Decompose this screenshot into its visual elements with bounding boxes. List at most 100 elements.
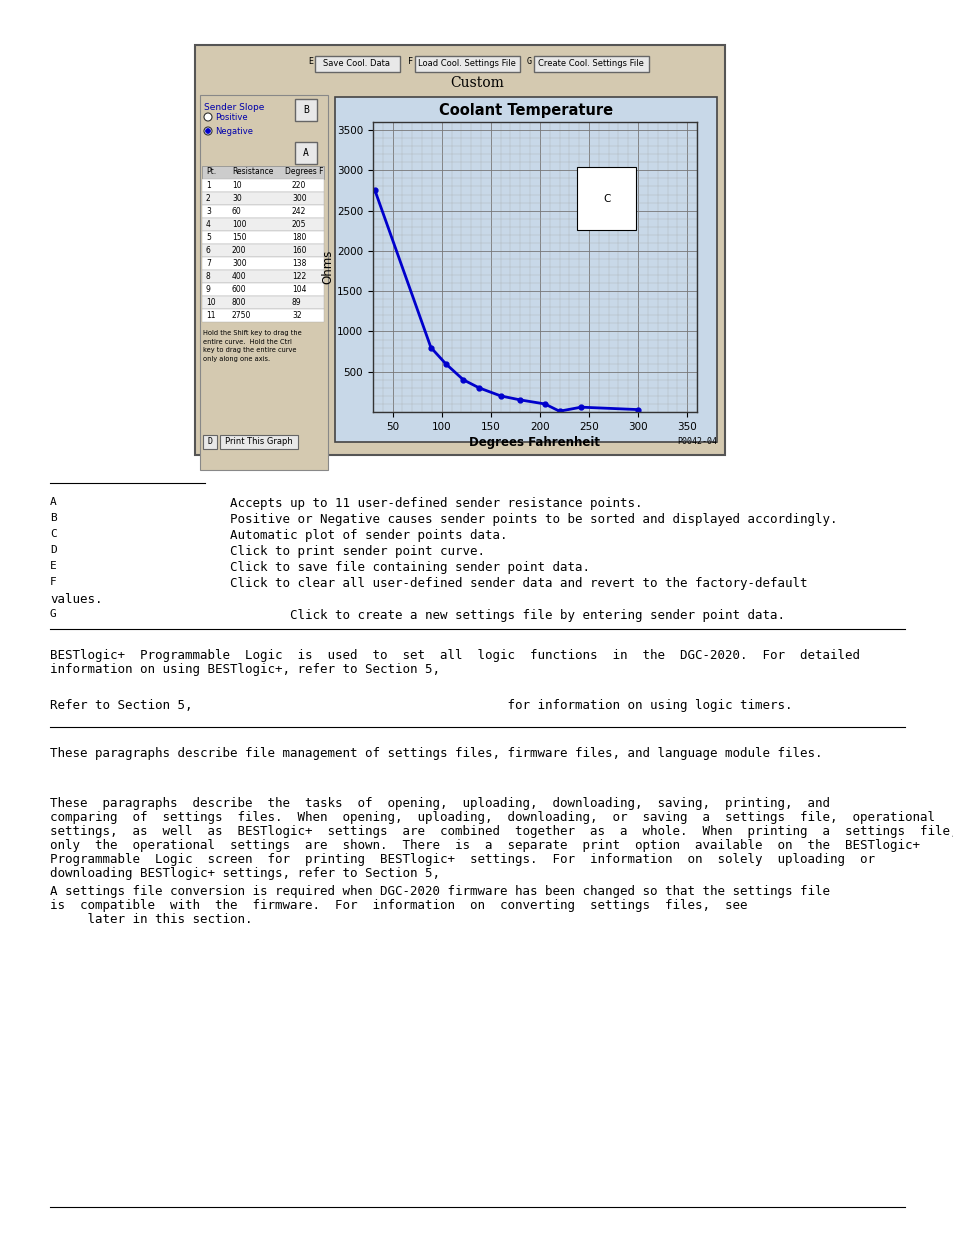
Text: Create Cool. Settings File: Create Cool. Settings File — [537, 59, 643, 68]
Text: 104: 104 — [292, 285, 306, 294]
Text: 300: 300 — [232, 259, 247, 268]
Y-axis label: Ohms: Ohms — [321, 249, 334, 284]
Text: BESTlogic+  Programmable  Logic  is  used  to  set  all  logic  functions  in  t: BESTlogic+ Programmable Logic is used to… — [50, 650, 859, 662]
Text: 60: 60 — [232, 207, 241, 216]
Text: Automatic plot of sender points data.: Automatic plot of sender points data. — [230, 529, 507, 542]
Text: B: B — [303, 105, 309, 115]
Text: 5: 5 — [206, 233, 211, 242]
FancyBboxPatch shape — [534, 56, 648, 72]
Text: 160: 160 — [292, 246, 306, 254]
Text: 150: 150 — [232, 233, 246, 242]
FancyBboxPatch shape — [220, 435, 297, 450]
Bar — [202, 219, 324, 231]
Bar — [202, 283, 324, 296]
FancyBboxPatch shape — [294, 99, 316, 121]
Text: 9: 9 — [206, 285, 211, 294]
Text: D: D — [50, 545, 56, 555]
Text: Programmable  Logic  screen  for  printing  BESTlogic+  settings.  For  informat: Programmable Logic screen for printing B… — [50, 853, 874, 866]
Text: 100: 100 — [232, 220, 246, 228]
Text: Coolant Temperature: Coolant Temperature — [438, 103, 613, 117]
Bar — [202, 231, 324, 245]
Bar — [202, 205, 324, 219]
Text: values.: values. — [50, 593, 102, 606]
FancyBboxPatch shape — [203, 435, 216, 450]
Bar — [202, 165, 324, 179]
Bar — [202, 270, 324, 283]
Text: 138: 138 — [292, 259, 306, 268]
Text: C: C — [602, 194, 610, 204]
Text: B: B — [50, 513, 56, 522]
FancyBboxPatch shape — [415, 56, 519, 72]
Text: Positive: Positive — [214, 112, 248, 121]
Text: 32: 32 — [292, 311, 301, 320]
Text: Click to create a new settings file by entering sender point data.: Click to create a new settings file by e… — [290, 609, 784, 622]
Text: F: F — [408, 58, 413, 67]
Text: E: E — [50, 561, 56, 571]
Text: Sender Slope: Sender Slope — [204, 103, 264, 112]
Text: A: A — [50, 496, 56, 508]
Text: information on using BESTlogic+, refer to Section 5,: information on using BESTlogic+, refer t… — [50, 663, 439, 676]
Text: Print This Graph: Print This Graph — [225, 437, 293, 447]
Text: Hold the Shift key to drag the
entire curve.  Hold the Ctrl
key to drag the enti: Hold the Shift key to drag the entire cu… — [203, 330, 301, 362]
Text: 1: 1 — [206, 182, 211, 190]
Text: 30: 30 — [232, 194, 241, 203]
Text: 600: 600 — [232, 285, 247, 294]
FancyBboxPatch shape — [294, 142, 316, 164]
Bar — [202, 296, 324, 309]
Text: is  compatible  with  the  firmware.  For  information  on  converting  settings: is compatible with the firmware. For inf… — [50, 899, 747, 911]
Text: F: F — [50, 577, 56, 587]
Text: 8: 8 — [206, 272, 211, 282]
Text: Click to print sender point curve.: Click to print sender point curve. — [230, 545, 484, 558]
Text: comparing  of  settings  files.  When  opening,  uploading,  downloading,  or  s: comparing of settings files. When openin… — [50, 811, 934, 824]
Text: 242: 242 — [292, 207, 306, 216]
Text: Load Cool. Settings File: Load Cool. Settings File — [417, 59, 516, 68]
Text: D: D — [208, 437, 213, 447]
Text: E: E — [308, 58, 313, 67]
Circle shape — [205, 128, 211, 133]
Text: Click to save file containing sender point data.: Click to save file containing sender poi… — [230, 561, 589, 574]
Text: G: G — [526, 58, 532, 67]
Text: 220: 220 — [292, 182, 306, 190]
Text: 7: 7 — [206, 259, 211, 268]
Text: 3: 3 — [206, 207, 211, 216]
Text: 400: 400 — [232, 272, 247, 282]
Text: 2: 2 — [206, 194, 211, 203]
Text: 4: 4 — [206, 220, 211, 228]
FancyBboxPatch shape — [194, 44, 724, 454]
Circle shape — [204, 112, 212, 121]
Text: Positive or Negative causes sender points to be sorted and displayed accordingly: Positive or Negative causes sender point… — [230, 513, 837, 526]
Text: Degrees F: Degrees F — [285, 168, 323, 177]
Bar — [202, 191, 324, 205]
Bar — [202, 309, 324, 322]
Text: 180: 180 — [292, 233, 306, 242]
X-axis label: Degrees Fahrenheit: Degrees Fahrenheit — [469, 436, 599, 448]
Text: These paragraphs describe file management of settings files, firmware files, and: These paragraphs describe file managemen… — [50, 747, 821, 760]
Text: Custom: Custom — [450, 77, 503, 90]
Text: 200: 200 — [232, 246, 246, 254]
Text: only  the  operational  settings  are  shown.  There  is  a  separate  print  op: only the operational settings are shown.… — [50, 839, 919, 852]
Text: 800: 800 — [232, 298, 246, 308]
Text: Pt.: Pt. — [206, 168, 216, 177]
FancyBboxPatch shape — [335, 98, 717, 442]
Text: G: G — [50, 609, 56, 619]
Text: later in this section.: later in this section. — [50, 913, 253, 926]
Bar — [202, 245, 324, 257]
Text: These  paragraphs  describe  the  tasks  of  opening,  uploading,  downloading, : These paragraphs describe the tasks of o… — [50, 797, 829, 810]
Text: 10: 10 — [232, 182, 241, 190]
Text: downloading BESTlogic+ settings, refer to Section 5,: downloading BESTlogic+ settings, refer t… — [50, 867, 439, 881]
Text: Resistance: Resistance — [232, 168, 274, 177]
Text: 205: 205 — [292, 220, 306, 228]
Text: settings,  as  well  as  BESTlogic+  settings  are  combined  together  as  a  w: settings, as well as BESTlogic+ settings… — [50, 825, 953, 839]
Text: A settings file conversion is required when DGC-2020 firmware has been changed s: A settings file conversion is required w… — [50, 885, 829, 898]
Text: 10: 10 — [206, 298, 215, 308]
Text: A: A — [303, 148, 309, 158]
Text: 2750: 2750 — [232, 311, 251, 320]
Text: 11: 11 — [206, 311, 215, 320]
Bar — [202, 257, 324, 270]
FancyBboxPatch shape — [200, 95, 328, 471]
Text: Accepts up to 11 user-defined sender resistance points.: Accepts up to 11 user-defined sender res… — [230, 496, 641, 510]
Text: C: C — [50, 529, 56, 538]
Text: 300: 300 — [292, 194, 306, 203]
Text: Save Cool. Data: Save Cool. Data — [323, 59, 390, 68]
Text: Negative: Negative — [214, 126, 253, 136]
